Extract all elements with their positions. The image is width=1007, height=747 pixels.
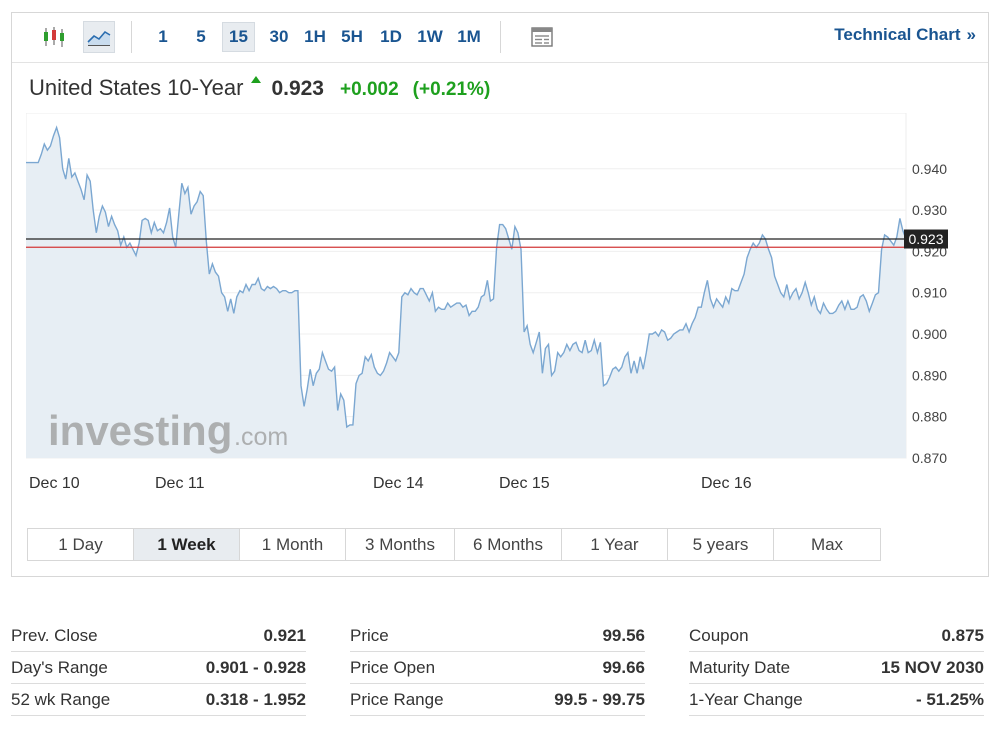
watermark: investing .com <box>48 407 288 454</box>
stat-value: 99.5 - 99.75 <box>554 689 645 709</box>
stat-row: Price Range 99.5 - 99.75 <box>350 684 645 716</box>
stat-row: Price Open 99.66 <box>350 652 645 684</box>
stat-value: 0.318 - 1.952 <box>205 689 306 709</box>
period-30[interactable]: 30 <box>269 27 289 46</box>
current-price-value: 0.923 <box>908 231 943 247</box>
candlestick-icon[interactable] <box>38 21 70 53</box>
price-change-percent: (+0.21%) <box>412 79 491 100</box>
stat-row: Day's Range 0.901 - 0.928 <box>11 652 306 684</box>
technical-chart-label: Technical Chart <box>834 25 961 44</box>
period-15[interactable]: 15 <box>222 22 255 52</box>
stat-label: 1-Year Change <box>689 689 803 709</box>
stat-value: 99.66 <box>602 657 645 677</box>
stat-label: Price Range <box>350 689 444 709</box>
toolbar-divider <box>131 21 132 53</box>
chart-toolbar: 1 5 15 30 1H 5H 1D 1W 1M Technical Chart… <box>12 13 988 63</box>
stat-label: Price Open <box>350 657 436 677</box>
x-tick-label: Dec 16 <box>701 475 752 492</box>
toolbar-divider <box>500 21 501 53</box>
stat-label: Day's Range <box>11 657 108 677</box>
stats-column-2: Price 99.56 Price Open 99.66 Price Range 99… <box>350 620 645 716</box>
price-area <box>26 127 906 458</box>
stat-row: Coupon 0.875 <box>689 620 984 652</box>
stat-label: Maturity Date <box>689 657 791 677</box>
stat-value: 15 NOV 2030 <box>880 657 984 677</box>
stat-label: Prev. Close <box>11 625 98 645</box>
time-range-tabs: 1 Day 1 Week 1 Month 3 Months 6 Months 1… <box>27 528 881 561</box>
x-tick-label: Dec 10 <box>29 475 80 492</box>
price-chart[interactable]: 0.8700.8800.8900.9000.9100.9200.9300.940… <box>26 113 976 503</box>
up-arrow-icon <box>251 76 262 83</box>
range-tab-3-months[interactable]: 3 Months <box>346 529 455 560</box>
range-tab-6-months[interactable]: 6 Months <box>455 529 562 560</box>
last-price: 0.923 <box>271 77 324 100</box>
period-5[interactable]: 5 <box>196 27 206 46</box>
y-tick-label: 0.880 <box>912 409 947 425</box>
stat-label: Price <box>350 625 389 645</box>
technical-chart-link[interactable]: Technical Chart » <box>834 25 976 45</box>
line-chart-icon[interactable] <box>83 21 115 53</box>
x-tick-label: Dec 15 <box>499 475 550 492</box>
watermark-brand: investing <box>48 407 232 454</box>
stat-row: 52 wk Range 0.318 - 1.952 <box>11 684 306 716</box>
range-tab-1-month[interactable]: 1 Month <box>240 529 346 560</box>
y-tick-label: 0.910 <box>912 285 947 301</box>
price-line <box>26 125 907 429</box>
stat-row: Prev. Close 0.921 <box>11 620 306 652</box>
stat-label: Coupon <box>689 625 749 645</box>
stat-value: 0.901 - 0.928 <box>205 657 306 677</box>
y-tick-label: 0.930 <box>912 202 947 218</box>
watermark-suffix: .com <box>234 423 288 451</box>
y-tick-label: 0.900 <box>912 326 947 342</box>
stat-value: - 51.25% <box>915 689 984 709</box>
range-tab-5-years[interactable]: 5 years <box>668 529 774 560</box>
period-1d[interactable]: 1D <box>380 27 402 46</box>
instrument-header: United States 10-Year 0.923 +0.002 (+0.2… <box>29 75 504 103</box>
period-1[interactable]: 1 <box>158 27 168 46</box>
y-tick-label: 0.940 <box>912 161 947 177</box>
stat-row: Maturity Date 15 NOV 2030 <box>689 652 984 684</box>
current-price-box <box>904 229 948 249</box>
range-tab-max[interactable]: Max <box>810 535 844 554</box>
range-tab-1-day[interactable]: 1 Day <box>28 529 134 560</box>
price-change: +0.002 <box>340 79 399 100</box>
current-price-label: 0.923 <box>904 229 948 249</box>
stat-value: 0.921 <box>263 625 306 645</box>
stat-label: 52 wk Range <box>11 689 111 709</box>
chevron-right-icon: » <box>966 25 976 44</box>
period-1h[interactable]: 1H <box>304 27 326 46</box>
stat-row: Price 99.56 <box>350 620 645 652</box>
x-tick-label: Dec 14 <box>373 475 424 492</box>
range-tab-1-year[interactable]: 1 Year <box>562 529 668 560</box>
period-5h[interactable]: 5H <box>341 27 363 46</box>
stats-column-1: Prev. Close 0.921 Day's Range 0.901 - 0.92… <box>11 620 306 716</box>
range-tab-1-week[interactable]: 1 Week <box>134 529 240 560</box>
stat-row: 1-Year Change - 51.25% <box>689 684 984 716</box>
chart-widget: 1 5 15 30 1H 5H 1D 1W 1M Technical Chart… <box>11 12 989 577</box>
instrument-name: United States 10-Year <box>29 75 244 100</box>
stat-value: 99.56 <box>602 625 645 645</box>
x-tick-label: Dec 11 <box>155 475 205 492</box>
table-view-icon[interactable] <box>526 21 558 53</box>
stats-column-3: Coupon 0.875 Maturity Date 15 NOV 2030 1-Y… <box>689 620 984 716</box>
y-tick-label: 0.870 <box>912 450 947 466</box>
stat-value: 0.875 <box>941 625 984 645</box>
period-1w[interactable]: 1W <box>417 27 443 46</box>
period-1m[interactable]: 1M <box>457 27 481 46</box>
y-tick-label: 0.890 <box>912 367 947 383</box>
